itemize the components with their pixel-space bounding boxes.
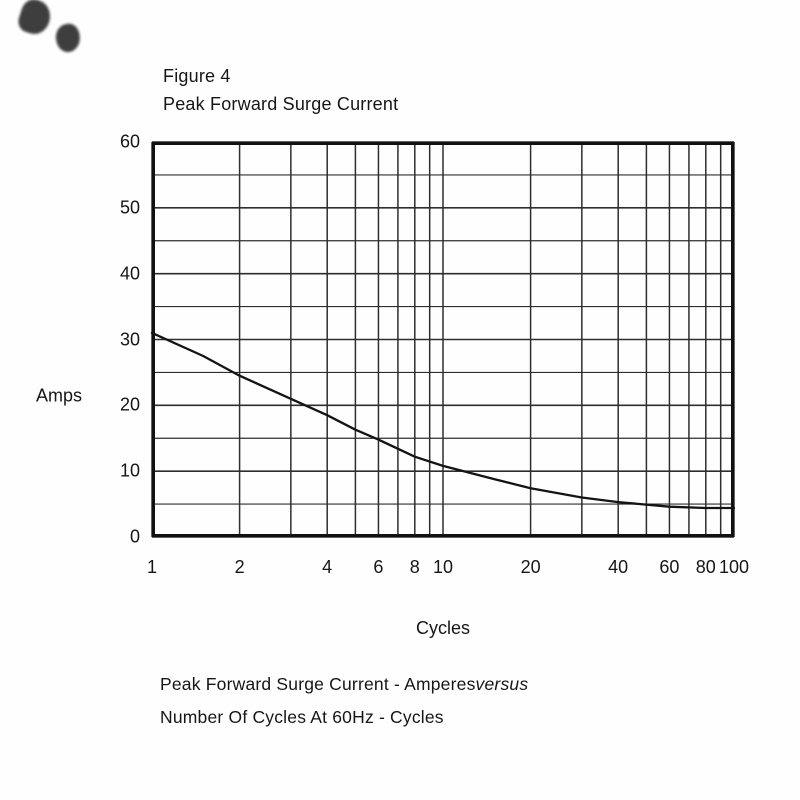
x-tick-label: 80 [695,557,716,577]
x-tick-label: 40 [608,557,629,577]
x-axis-label: Cycles [415,618,471,638]
y-tick-label: 40 [119,263,140,284]
x-tick-label: 20 [520,557,541,577]
x-tick-label: 10 [432,557,454,577]
y-tick-label: 50 [119,197,140,218]
scan-artifact [53,21,83,55]
caption-versus: versus [475,674,529,694]
x-tick-label: 4 [322,557,333,577]
figure-title-block: Figure 4 Peak Forward Surge Current [163,62,398,118]
scan-artifact [15,0,55,38]
y-tick-label: 0 [129,526,140,547]
plot-border [152,142,734,537]
figure-caption: Peak Forward Surge Current - Amperesvers… [160,668,528,734]
caption-text: Peak Forward Surge Current - Amperes [160,674,476,694]
x-tick-label: 8 [409,557,420,577]
y-tick-label: 30 [119,329,140,349]
surge-current-curve [150,331,736,510]
x-tick-label: 100 [718,557,750,577]
figure-title: Peak Forward Surge Current [163,94,399,114]
x-tick-label: 2 [234,557,245,577]
chart-plot-area [150,141,736,538]
x-tick-label: 6 [373,557,384,577]
y-tick-label: 60 [119,131,140,152]
y-tick-label: 10 [119,460,140,481]
x-tick-label: 1 [146,557,158,577]
surge-current-chart [150,141,736,538]
caption-line-1: Peak Forward Surge Current - Amperesvers… [160,668,528,701]
y-axis-label: Amps [36,385,83,406]
figure-number: Figure 4 [163,66,231,86]
x-tick-label: 60 [659,557,680,577]
y-tick-label: 20 [119,394,140,415]
caption-line-2: Number Of Cycles At 60Hz - Cycles [160,707,444,727]
